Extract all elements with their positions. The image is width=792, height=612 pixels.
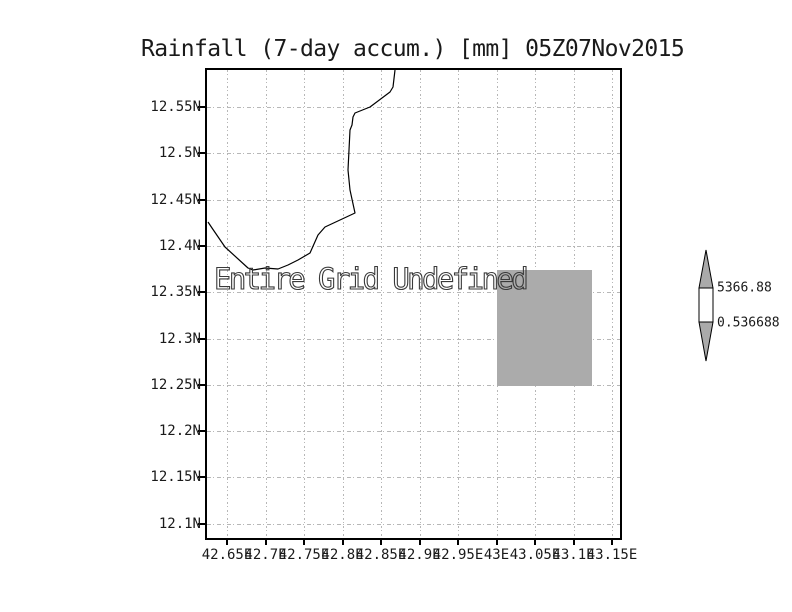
gridline-h [207,338,620,340]
lat-tick [198,244,206,247]
lon-tick-label: 42.85E [355,547,407,563]
gridline-v [227,70,228,538]
lon-tick [534,538,536,545]
lat-tick [198,430,206,433]
gridline-h [207,107,620,108]
gridline-h [207,245,620,247]
lat-tick-label: 12.15N [150,469,201,486]
lat-tick [198,152,206,155]
lat-tick-label: 12.2N [158,423,201,440]
lat-tick-label: 12.5N [158,145,201,162]
lon-tick [418,538,421,545]
lat-tick [198,522,206,525]
gridline-h [207,384,620,386]
gridline-h [207,199,620,201]
gridline-h [207,477,620,479]
lat-tick [198,383,206,386]
lon-tick-label: 43E [483,547,510,563]
lon-tick-label: 42.75E [278,547,330,563]
lon-tick-label: 42.7E [244,547,287,563]
lat-tick [198,291,206,294]
colorbar-min-label: 0.536688 [717,315,780,331]
lat-tick-label: 12.3N [158,330,201,347]
lon-tick [341,538,344,545]
lon-tick [264,538,267,545]
lon-tick-label: 42.8E [321,547,364,563]
lon-tick-label: 42.65E [201,547,253,563]
colorbar-bottom-triangle [698,321,714,362]
coastline [207,70,396,271]
gridline-v [419,70,421,538]
lon-tick-label: 43.1E [552,547,595,563]
lon-tick-label: 43.15E [586,547,638,563]
lon-tick [572,538,575,545]
lat-tick-label: 12.1N [158,515,201,532]
lat-tick [198,198,206,201]
colorbar-max-label: 5366.88 [717,280,772,296]
lat-tick-label: 12.25N [150,376,201,393]
lon-tick [303,538,305,545]
gridline-h [207,153,620,155]
gridline-v [304,70,305,538]
lat-tick-label: 12.4N [158,237,201,254]
gridline-h [207,292,620,294]
lon-tick [226,538,228,545]
lat-tick [198,106,206,108]
lon-tick [457,538,459,545]
gridline-v [381,70,382,538]
lon-tick [495,538,498,545]
lon-tick [611,538,613,545]
gridline-h [207,523,620,525]
plot-area: Entire Grid Undefined [207,70,620,538]
colorbar-top-triangle [698,249,714,289]
gridline-v [458,70,459,538]
gridline-h [207,431,620,433]
gridline-v [342,70,344,538]
lon-tick [380,538,382,545]
lon-tick-label: 42.9E [398,547,441,563]
gridline-v [265,70,267,538]
lat-tick-label: 12.45N [150,191,201,208]
colorbar-arrow [698,249,714,362]
lat-tick-label: 12.55N [150,99,201,115]
lon-tick-label: 43.05E [509,547,561,563]
undefined-message: Entire Grid Undefined [213,261,529,296]
gridline-v [612,70,613,538]
lat-tick [198,337,206,340]
lat-tick-label: 12.35N [150,284,201,301]
shaded-region [497,270,592,386]
lon-tick-label: 42.95E [432,547,484,563]
colorbar-box [698,287,714,323]
plot-title: Rainfall (7-day accum.) [mm] 05Z07Nov201… [141,36,685,62]
lat-tick [198,476,206,479]
